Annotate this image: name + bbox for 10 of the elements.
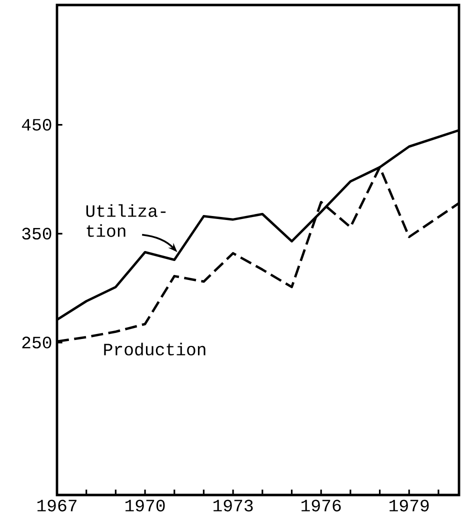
x-tick-label: 1970 [125, 500, 165, 512]
y-tick-label: 350 [22, 228, 52, 240]
y-tick-label: 250 [22, 336, 52, 348]
x-tick-label: 1973 [214, 500, 253, 512]
series-label: Production [104, 342, 206, 356]
x-tick-label: 1979 [390, 500, 429, 512]
series-label: Utiliza-tion [86, 204, 166, 237]
y-tick-label: 450 [22, 118, 52, 131]
x-tick-label: 1976 [302, 500, 341, 512]
x-tick-label: 1967 [37, 500, 76, 512]
